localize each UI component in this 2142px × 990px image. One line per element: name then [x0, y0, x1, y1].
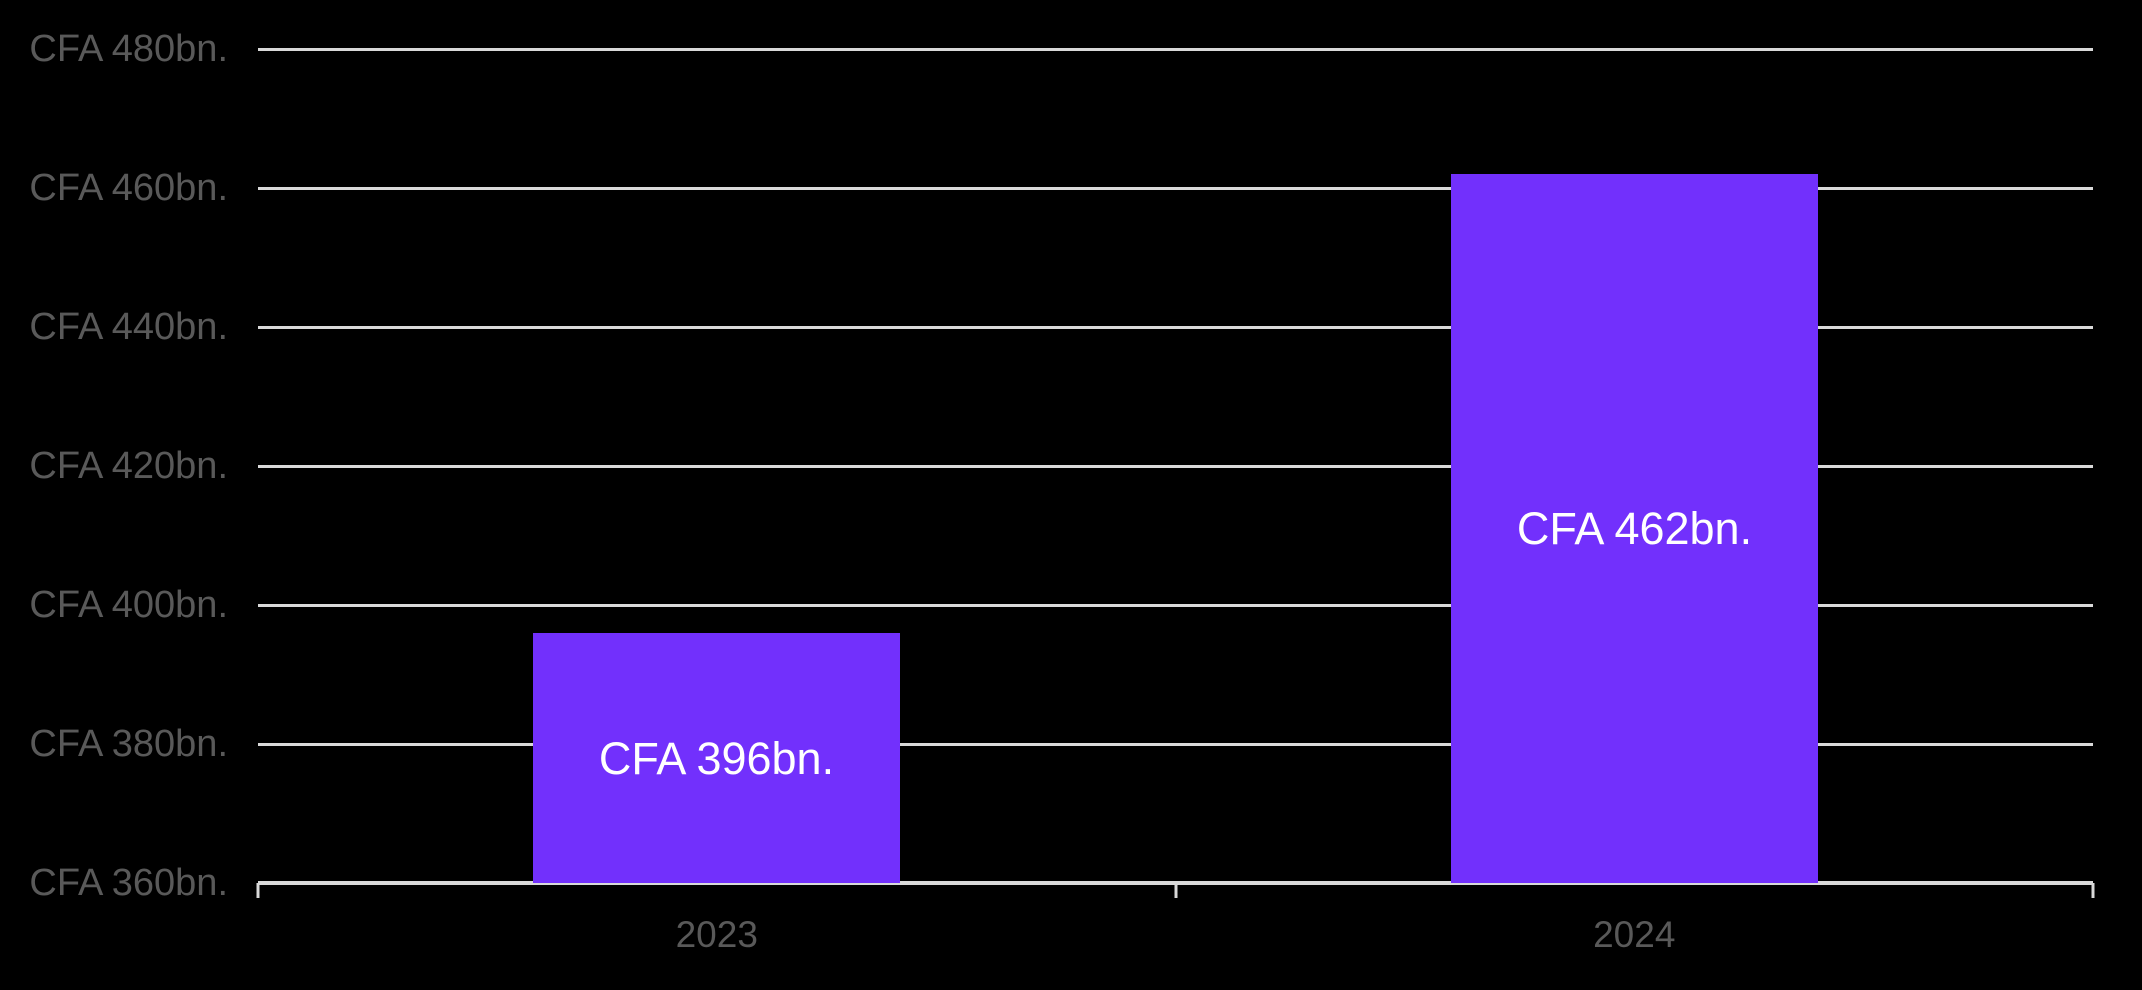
x-axis-tick: [2091, 883, 2095, 898]
bar-2024: CFA 462bn.: [1451, 174, 1818, 883]
x-axis-tick: [256, 883, 260, 898]
gridline: [258, 326, 2093, 329]
y-axis-tick-label: CFA 360bn.: [29, 862, 228, 904]
gridline: [258, 48, 2093, 51]
bar-2023: CFA 396bn.: [533, 633, 900, 883]
gridline: [258, 187, 2093, 190]
y-axis-tick-label: CFA 420bn.: [29, 445, 228, 487]
y-axis-tick-label: CFA 460bn.: [29, 167, 228, 209]
x-axis-tick: [1174, 883, 1177, 898]
gridline: [258, 743, 2093, 746]
bar-value-label: CFA 396bn.: [598, 732, 835, 784]
y-axis-tick-label: CFA 400bn.: [29, 584, 228, 626]
bar-value-label: CFA 462bn.: [1516, 503, 1753, 554]
gridline: [258, 465, 2093, 468]
y-axis-tick-label: CFA 480bn.: [29, 28, 228, 70]
gridline: [258, 604, 2093, 607]
x-axis-category-label: 2024: [1593, 914, 1676, 955]
y-axis-tick-label: CFA 380bn.: [29, 723, 228, 765]
y-axis-tick-label: CFA 440bn.: [29, 306, 228, 348]
x-axis-category-label: 2023: [675, 914, 758, 955]
